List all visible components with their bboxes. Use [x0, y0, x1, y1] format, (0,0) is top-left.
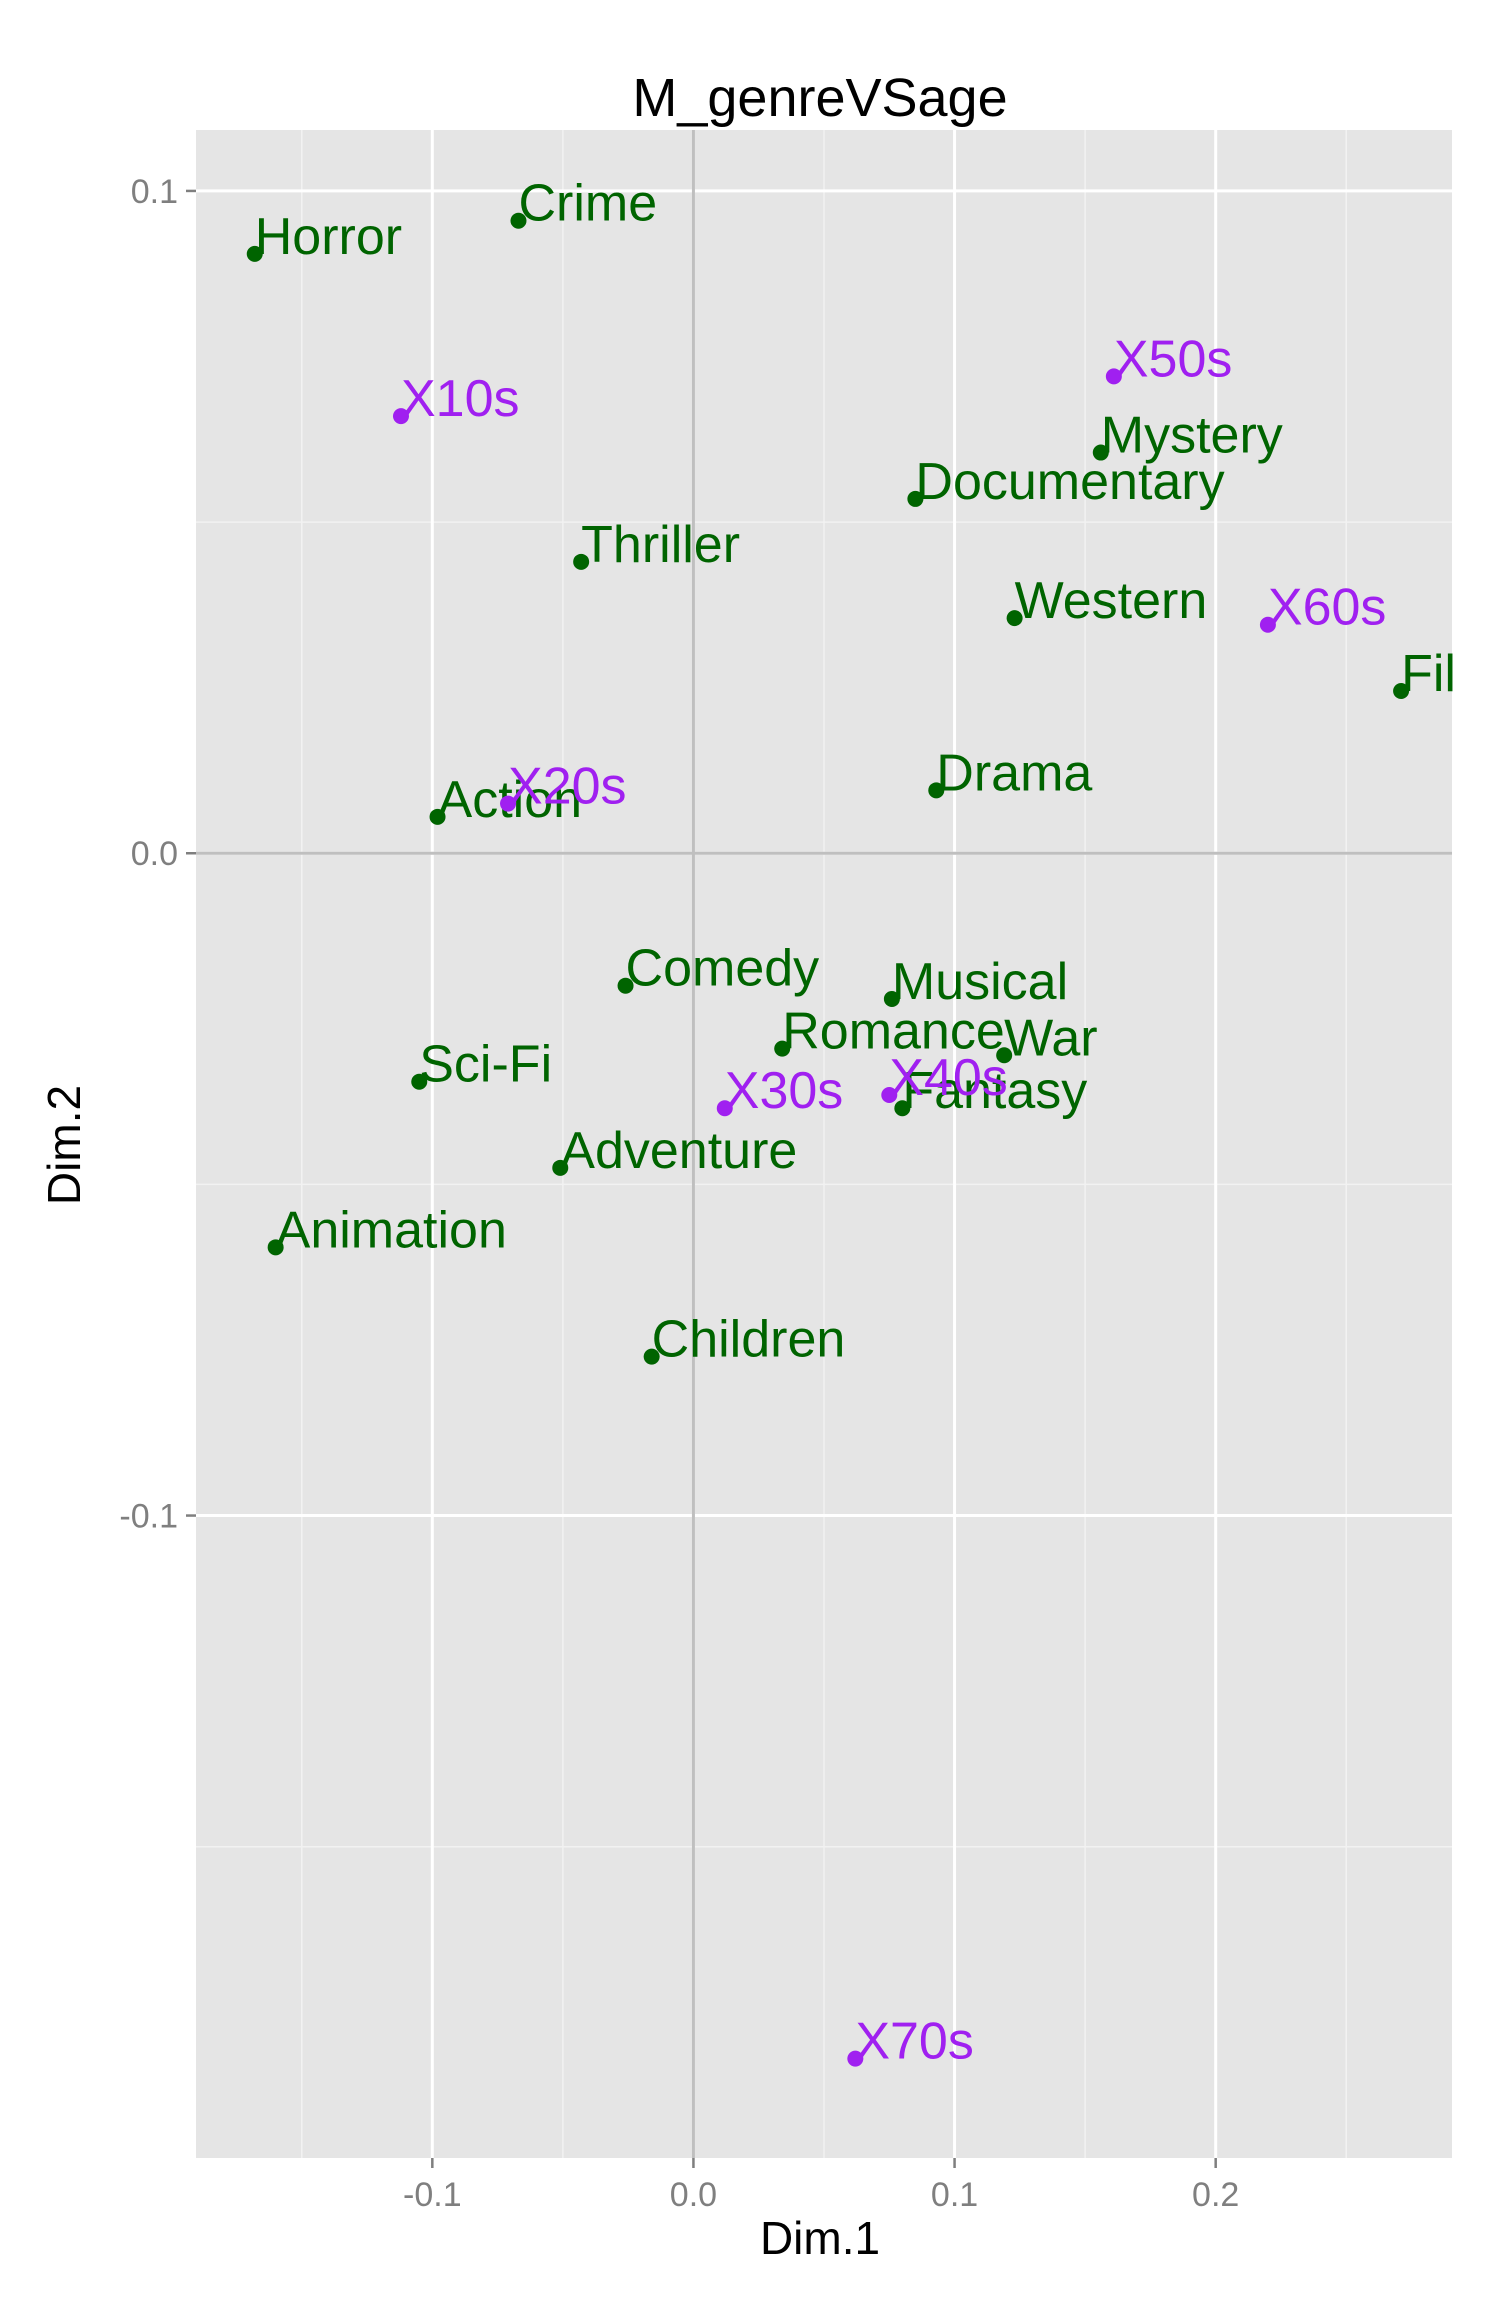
point-label-documentary: Documentary — [915, 453, 1224, 511]
point-label-musical: Musical — [892, 953, 1068, 1011]
x-tick-label: 0.2 — [1192, 2176, 1239, 2214]
point-label-western: Western — [1015, 572, 1208, 630]
y-tick-label: 0.0 — [131, 835, 178, 873]
point-musical — [883, 990, 900, 1007]
y-axis-title: Dim.2 — [38, 1085, 90, 1205]
point-label-romance: Romance — [782, 1003, 1005, 1061]
point-x20s — [500, 795, 517, 812]
point-war — [996, 1047, 1013, 1064]
point-x70s — [847, 2050, 864, 2067]
point-x30s — [716, 1100, 733, 1117]
point-x50s — [1105, 368, 1122, 385]
point-label-comedy: Comedy — [626, 940, 820, 998]
point-documentary — [907, 490, 924, 507]
x-axis: -0.1 0.0 0.1 0.2 — [403, 2158, 1239, 2214]
point-comedy — [617, 977, 634, 994]
point-thriller — [573, 553, 590, 570]
point-label-adventure: Adventure — [560, 1122, 797, 1180]
point-sci-fi — [411, 1073, 428, 1090]
point-label-x20s: X20s — [508, 758, 627, 816]
series-age: X50s X10s X60s X20s X40s X30s X70s — [392, 330, 1387, 2071]
point-label-x10s: X10s — [401, 370, 520, 428]
point-animation — [267, 1239, 284, 1256]
x-tick-label: 0.1 — [931, 2176, 978, 2214]
point-drama — [928, 782, 945, 799]
reference-lines — [196, 130, 1452, 2158]
point-romance — [774, 1040, 791, 1057]
point-crime — [510, 212, 527, 229]
point-label-fantasy: Fantasy — [902, 1062, 1087, 1120]
minor-gridlines — [196, 130, 1452, 2158]
y-axis: -0.1 0.0 0.1 — [119, 173, 196, 1536]
point-label-crime: Crime — [518, 175, 657, 233]
point-label-x30s: X30s — [725, 1062, 844, 1120]
point-label-x60s: X60s — [1268, 579, 1387, 637]
point-fantasy — [894, 1100, 911, 1117]
point-mystery — [1092, 444, 1109, 461]
point-x40s — [881, 1086, 898, 1103]
point-label-drama: Drama — [936, 744, 1092, 802]
point-label-mystery: Mystery — [1101, 407, 1283, 465]
point-x60s — [1259, 616, 1276, 633]
point-label-fil: Fil — [1401, 645, 1456, 703]
point-western — [1006, 610, 1023, 627]
point-label-animation: Animation — [276, 1201, 507, 1259]
point-label-x50s: X50s — [1114, 330, 1233, 388]
point-label-x70s: X70s — [855, 2013, 974, 2071]
y-tick-label: -0.1 — [119, 1498, 178, 1536]
point-children — [643, 1348, 660, 1365]
point-adventure — [552, 1159, 569, 1176]
point-x10s — [392, 408, 409, 425]
point-label-children: Children — [652, 1311, 846, 1369]
point-horror — [246, 245, 263, 262]
point-label-war: War — [1004, 1009, 1097, 1067]
x-tick-label: -0.1 — [403, 2176, 462, 2214]
x-axis-title: Dim.1 — [760, 2212, 880, 2264]
point-fil — [1393, 682, 1410, 699]
point-label-x40s: X40s — [889, 1049, 1008, 1107]
point-label-horror: Horror — [255, 208, 402, 266]
point-label-thriller: Thriller — [581, 516, 740, 574]
chart-title: M_genreVSage — [632, 68, 1007, 128]
x-tick-label: 0.0 — [670, 2176, 717, 2214]
y-tick-label: 0.1 — [131, 173, 178, 211]
point-label-sci-fi: Sci-Fi — [419, 1036, 552, 1094]
point-action — [429, 808, 446, 825]
